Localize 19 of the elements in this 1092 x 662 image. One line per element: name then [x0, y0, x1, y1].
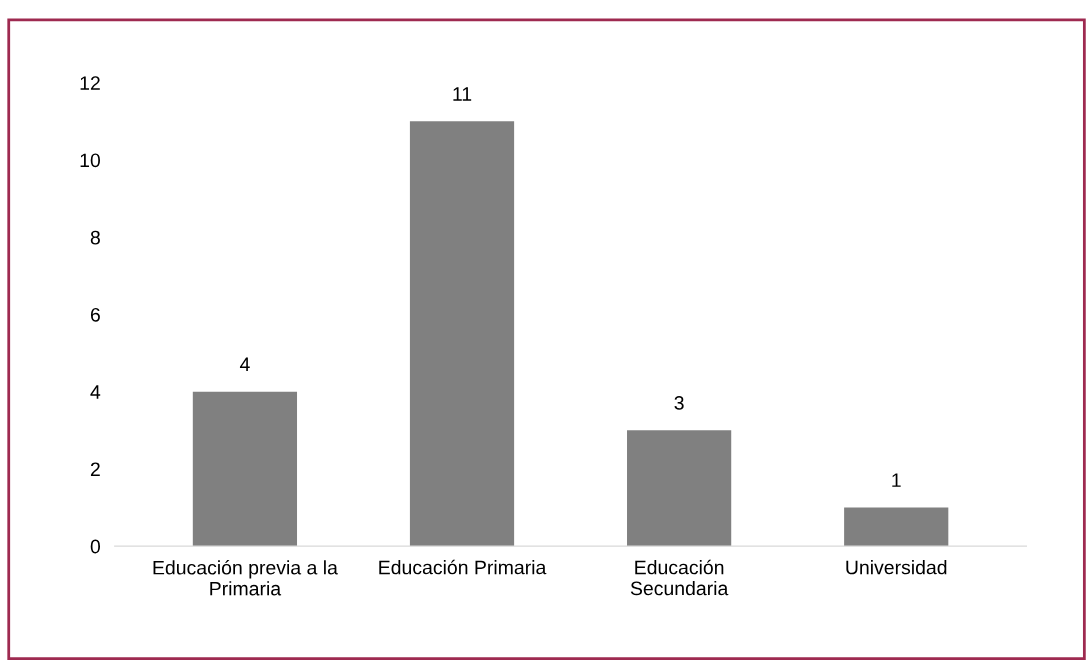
y-tick-label: 4 [90, 385, 101, 399]
data-label: 1 [892, 473, 901, 487]
x-tick-label: Educación previa a la Primaria [153, 560, 338, 596]
bar [844, 507, 949, 547]
x-tick-label: Educación Secundaria [630, 559, 729, 596]
y-tick-label: 10 [80, 153, 101, 168]
bar [409, 121, 515, 547]
data-label: 3 [674, 396, 684, 410]
data-label: 4 [239, 357, 250, 371]
bar [627, 430, 732, 547]
y-tick-label: 12 [80, 76, 100, 90]
data-label: 11 [453, 87, 472, 101]
y-tick-label: 2 [90, 462, 100, 476]
y-tick-label: 8 [90, 230, 100, 245]
y-tick-label: 6 [90, 307, 100, 322]
x-tick-label: Universidad [846, 560, 947, 575]
bar [192, 391, 298, 547]
x-tick-label: Educación Primaria [379, 559, 547, 575]
y-tick-label: 0 [90, 539, 101, 554]
